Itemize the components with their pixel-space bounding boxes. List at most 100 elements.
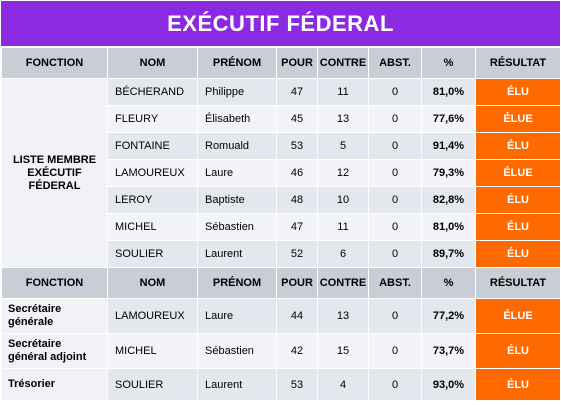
cell-pour: 44 <box>276 298 318 334</box>
result-badge: ÉLU <box>475 213 561 241</box>
cell-prenom: Sébastien <box>197 333 277 369</box>
cell-prenom: Élisabeth <box>197 105 277 133</box>
cell-nom: MICHEL <box>107 213 198 241</box>
header-nom: NOM <box>107 47 198 79</box>
cell-pour: 48 <box>276 186 318 214</box>
cell-contre: 10 <box>317 186 369 214</box>
table-row: LISTE MEMBRE EXÉCUTIF FÉDERAL BÉCHERAND … <box>1 78 561 268</box>
cell-pct: 79,3% <box>421 159 476 187</box>
header-prenom: PRÉNOM <box>197 267 277 299</box>
cell-pct: 81,0% <box>421 78 476 106</box>
cell-abst: 0 <box>368 159 422 187</box>
header-fonction: FONCTION <box>1 267 108 299</box>
cell-abst: 0 <box>368 132 422 160</box>
table-row: SOULIER Laurent 52 6 0 89,7% ÉLU <box>2 240 561 268</box>
table-row: LEROY Baptiste 48 10 0 82,8% ÉLU <box>2 186 561 214</box>
cell-pct: 77,2% <box>421 298 476 334</box>
cell-prenom: Laurent <box>197 368 277 401</box>
cell-nom: FONTAINE <box>107 132 198 160</box>
cell-pct: 89,7% <box>421 240 476 268</box>
cell-prenom: Sébastien <box>197 213 277 241</box>
page-title: EXÉCUTIF FÉDERAL <box>1 1 560 46</box>
cell-nom: FLEURY <box>107 105 198 133</box>
cell-abst: 0 <box>368 298 422 334</box>
cell-pour: 52 <box>276 240 318 268</box>
header-pour: POUR <box>276 267 318 299</box>
cell-nom: MICHEL <box>107 333 198 369</box>
cell-pct: 73,7% <box>421 333 476 369</box>
cell-nom: SOULIER <box>107 240 198 268</box>
header-pct: % <box>421 267 476 299</box>
header-contre: CONTRE <box>317 47 369 79</box>
table-row: Secrétaire générale LAMOUREUX Laure 44 1… <box>1 298 561 334</box>
cell-abst: 0 <box>368 78 422 106</box>
cell-contre: 13 <box>317 298 369 334</box>
table-row: MICHEL Sébastien 47 11 0 81,0% ÉLU <box>2 213 561 241</box>
header-fonction: FONCTION <box>1 47 108 79</box>
cell-pour: 53 <box>276 132 318 160</box>
cell-nom: BÉCHERAND <box>107 78 198 106</box>
table-row: Secrétaire général adjoint MICHEL Sébast… <box>1 333 561 369</box>
cell-contre: 11 <box>317 78 369 106</box>
cell-pour: 47 <box>276 78 318 106</box>
cell-pct: 82,8% <box>421 186 476 214</box>
result-badge: ÉLU <box>475 78 561 106</box>
cell-nom: LAMOUREUX <box>107 159 198 187</box>
cell-prenom: Laure <box>197 298 277 334</box>
header-abst: ABST. <box>368 267 422 299</box>
header-prenom: PRÉNOM <box>197 47 277 79</box>
cell-contre: 4 <box>317 368 369 401</box>
cell-abst: 0 <box>368 240 422 268</box>
cell-contre: 11 <box>317 213 369 241</box>
cell-nom: LEROY <box>107 186 198 214</box>
result-badge: ÉLUE <box>475 159 561 187</box>
cell-fonction: Secrétaire générale <box>1 298 108 334</box>
cell-contre: 6 <box>317 240 369 268</box>
header-resultat: RÉSULTAT <box>475 267 561 299</box>
cell-pct: 77,6% <box>421 105 476 133</box>
cell-abst: 0 <box>368 368 422 401</box>
cell-pct: 81,0% <box>421 213 476 241</box>
header-resultat: RÉSULTAT <box>475 47 561 79</box>
cell-abst: 0 <box>368 186 422 214</box>
header-nom: NOM <box>107 267 198 299</box>
result-badge: ÉLU <box>475 132 561 160</box>
result-badge: ÉLU <box>475 186 561 214</box>
table-row: Trésorier SOULIER Laurent 53 4 0 93,0% É… <box>1 368 561 401</box>
cell-contre: 5 <box>317 132 369 160</box>
cell-fonction: Trésorier <box>1 368 108 401</box>
cell-abst: 0 <box>368 213 422 241</box>
group-label: LISTE MEMBRE EXÉCUTIF FÉDERAL <box>1 78 108 268</box>
cell-prenom: Romuald <box>197 132 277 160</box>
cell-prenom: Baptiste <box>197 186 277 214</box>
cell-pour: 47 <box>276 213 318 241</box>
cell-contre: 12 <box>317 159 369 187</box>
cell-prenom: Philippe <box>197 78 277 106</box>
header-row: FONCTION NOM PRÉNOM POUR CONTRE ABST. % … <box>1 47 561 79</box>
header-contre: CONTRE <box>317 267 369 299</box>
header-abst: ABST. <box>368 47 422 79</box>
cell-contre: 13 <box>317 105 369 133</box>
header-pct: % <box>421 47 476 79</box>
cell-pour: 46 <box>276 159 318 187</box>
cell-pct: 91,4% <box>421 132 476 160</box>
header-pour: POUR <box>276 47 318 79</box>
cell-fonction: Secrétaire général adjoint <box>1 333 108 369</box>
cell-prenom: Laurent <box>197 240 277 268</box>
cell-pct: 93,0% <box>421 368 476 401</box>
table-row: FLEURY Élisabeth 45 13 0 77,6% ÉLUE <box>2 105 561 133</box>
result-badge: ÉLU <box>475 333 561 369</box>
result-badge: ÉLUE <box>475 298 561 334</box>
header-row: FONCTION NOM PRÉNOM POUR CONTRE ABST. % … <box>1 267 561 299</box>
table-row: LAMOUREUX Laure 46 12 0 79,3% ÉLUE <box>2 159 561 187</box>
result-badge: ÉLUE <box>475 105 561 133</box>
cell-pour: 45 <box>276 105 318 133</box>
cell-pour: 53 <box>276 368 318 401</box>
result-badge: ÉLU <box>475 368 561 401</box>
cell-contre: 15 <box>317 333 369 369</box>
cell-abst: 0 <box>368 333 422 369</box>
cell-nom: LAMOUREUX <box>107 298 198 334</box>
cell-pour: 42 <box>276 333 318 369</box>
results-table: FONCTION NOM PRÉNOM POUR CONTRE ABST. % … <box>1 47 561 401</box>
